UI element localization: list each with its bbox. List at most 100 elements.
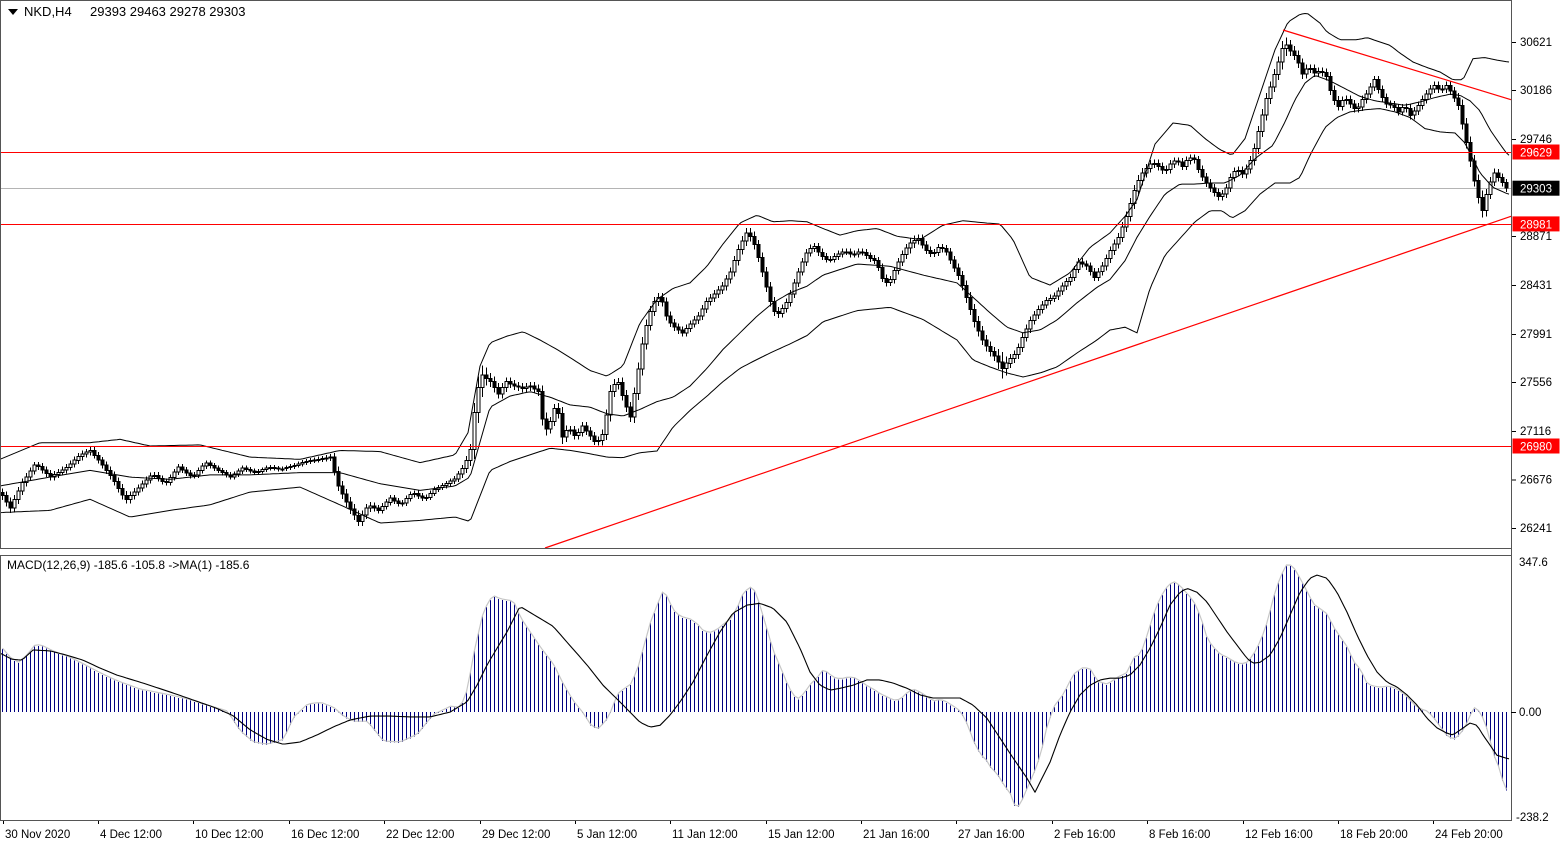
bull-candle: [1024, 328, 1029, 338]
bull-candle: [1016, 347, 1021, 356]
trendlines[interactable]: [544, 29, 1512, 549]
bull-candle: [128, 495, 133, 501]
time-tick-label: 12 Feb 16:00: [1245, 829, 1313, 841]
bull-candle: [1188, 157, 1193, 161]
bear-candle: [508, 381, 513, 385]
bear-candle: [1080, 261, 1085, 265]
bull-candle: [1096, 271, 1101, 278]
bear-candle: [520, 386, 525, 389]
bear-candle: [156, 474, 161, 479]
bear-candle: [1496, 172, 1501, 178]
price-badge-label: 26980: [1520, 442, 1552, 454]
bull-candle: [784, 302, 789, 309]
bear-candle: [748, 232, 753, 238]
bull-candle: [284, 467, 289, 470]
bear-candle: [764, 271, 769, 288]
bear-candle: [624, 394, 629, 408]
bull-candle: [696, 315, 701, 321]
bear-candle: [1156, 162, 1161, 167]
trendline-ascending-support[interactable]: [544, 215, 1512, 549]
bear-candle: [1216, 192, 1221, 197]
bull-candle: [460, 468, 465, 475]
bull-candle: [132, 491, 137, 497]
bull-candle: [720, 285, 725, 291]
bear-candle: [872, 257, 877, 262]
trendline-descending-resistance[interactable]: [1282, 29, 1512, 101]
bear-candle: [1180, 161, 1185, 167]
bull-candle: [548, 421, 553, 430]
bull-candle: [1400, 107, 1405, 113]
bear-candle: [620, 382, 625, 396]
bull-candle: [136, 487, 141, 493]
bull-candle: [1168, 163, 1173, 170]
bear-candle: [1396, 107, 1401, 113]
bull-candle: [84, 451, 89, 455]
time-tick-label: 5 Jan 12:00: [577, 829, 637, 841]
bear-candle: [848, 251, 853, 255]
time-tick-label: 15 Jan 12:00: [768, 829, 835, 841]
bear-candle: [96, 454, 101, 461]
bear-candle: [1388, 103, 1393, 106]
bear-candle: [752, 236, 757, 246]
bull-candle: [1112, 243, 1117, 252]
bull-candle: [1036, 309, 1041, 316]
bull-candle: [1440, 88, 1445, 91]
bull-candle: [840, 251, 845, 255]
bull-candle: [204, 462, 209, 467]
bear-candle: [336, 471, 341, 487]
bull-candle: [176, 466, 181, 473]
bull-candle: [524, 386, 529, 389]
candlestick-series: [0, 37, 1509, 527]
bull-candle: [644, 324, 649, 345]
bull-candle: [1104, 257, 1109, 267]
bull-candle: [1220, 193, 1225, 197]
bull-candle: [1304, 68, 1309, 75]
price-axis[interactable]: 30621 30186 29746 28871 28431 27991 27556 27116…: [1511, 37, 1560, 535]
bear-candle: [1376, 79, 1381, 90]
bear-candle: [492, 381, 497, 389]
bear-candle: [1384, 97, 1389, 105]
bear-candle: [1464, 123, 1469, 143]
time-tick-label: 8 Feb 16:00: [1149, 829, 1210, 841]
bear-candle: [572, 429, 577, 437]
bear-candle: [864, 251, 869, 257]
bull-candle: [16, 490, 21, 501]
bear-candle: [592, 435, 597, 442]
level-price-badge: [1512, 144, 1560, 160]
bear-candle: [1336, 100, 1341, 107]
bear-candle: [940, 247, 945, 250]
bear-candle: [276, 467, 281, 470]
bull-candle: [1424, 93, 1429, 101]
bear-candle: [584, 425, 589, 432]
bull-candle: [408, 494, 413, 500]
bear-candle: [40, 465, 45, 471]
bull-candle: [716, 289, 721, 295]
bear-candle: [180, 466, 185, 471]
bull-candle: [1116, 236, 1121, 245]
bear-candle: [184, 469, 189, 474]
bull-candle: [1284, 44, 1289, 50]
bull-candle: [476, 387, 481, 413]
time-axis[interactable]: 30 Nov 2020 4 Dec 12:00 10 Dec 12:00 16 Dec…: [3, 820, 1503, 841]
bull-candle: [1184, 159, 1189, 167]
bear-candle: [952, 259, 957, 269]
bull-candle: [144, 479, 149, 485]
bull-candle: [196, 469, 201, 476]
bull-candle: [1136, 179, 1141, 192]
bull-candle: [1260, 114, 1265, 133]
symbol-period-title: NKD,H4: [24, 4, 72, 19]
bull-candle: [900, 254, 905, 263]
bull-candle: [528, 385, 533, 388]
bear-candle: [8, 501, 13, 509]
symbol-dropdown-icon[interactable]: [8, 9, 18, 15]
bear-candle: [1212, 187, 1217, 194]
bull-candle: [260, 469, 265, 472]
bear-candle: [208, 462, 213, 467]
bear-candle: [220, 469, 225, 474]
bear-candle: [1328, 75, 1333, 92]
time-tick-label: 18 Feb 20:00: [1340, 829, 1408, 841]
horizontal-level-lines[interactable]: [0, 152, 1511, 447]
bull-candle: [140, 483, 145, 489]
bull-candle: [64, 466, 69, 471]
